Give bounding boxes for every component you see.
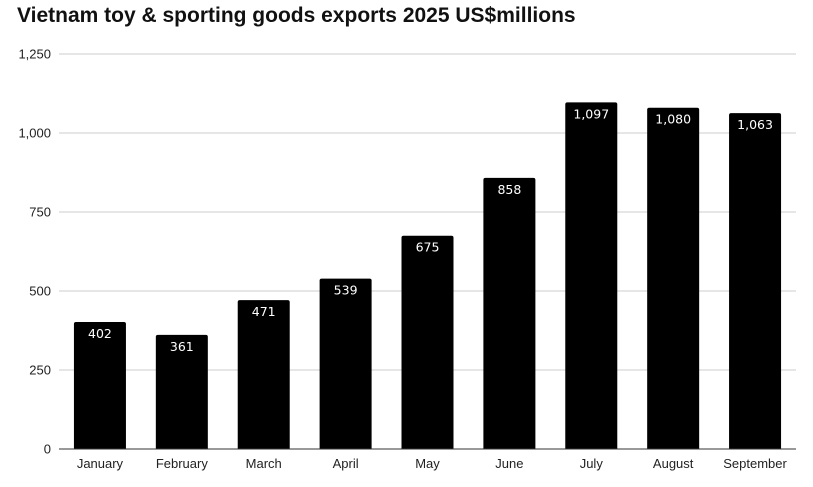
y-tick-label: 1,000	[18, 126, 51, 141]
bar	[483, 177, 536, 449]
data-label: 1,063	[737, 117, 773, 132]
data-label: 1,097	[573, 106, 609, 121]
y-tick-label: 500	[29, 284, 51, 299]
y-tick-label: 0	[44, 442, 51, 457]
data-label: 539	[334, 283, 358, 298]
x-category-label: August	[653, 456, 694, 471]
data-label: 675	[416, 240, 440, 255]
y-tick-label: 250	[29, 363, 51, 378]
bar	[729, 113, 782, 449]
y-tick-label: 1,250	[18, 47, 51, 62]
data-label: 471	[252, 304, 276, 319]
x-category-label: June	[495, 456, 523, 471]
x-axis-categories: January February March April May June July Augu…	[77, 456, 788, 471]
x-category-label: April	[333, 456, 359, 471]
x-category-label: May	[415, 456, 440, 471]
chart-title: Vietnam toy & sporting goods exports 202…	[17, 4, 576, 27]
data-labels: 402 361 471 539 675 858 1,097 1,080 1,063	[88, 106, 773, 354]
x-category-label: January	[77, 456, 124, 471]
bar	[401, 235, 454, 449]
y-tick-label: 750	[29, 205, 51, 220]
data-label: 402	[88, 326, 112, 341]
bars	[73, 102, 782, 450]
x-category-label: September	[723, 456, 787, 471]
data-label: 1,080	[655, 112, 691, 127]
bar	[73, 321, 126, 449]
bar	[647, 107, 700, 449]
data-label: 361	[170, 339, 194, 354]
bar	[155, 334, 208, 449]
bar	[237, 300, 290, 449]
bar	[319, 278, 372, 449]
y-axis-ticks: 0 250 500 750 1,000 1,250	[18, 47, 51, 457]
x-category-label: February	[156, 456, 209, 471]
x-category-label: March	[246, 456, 282, 471]
x-category-label: July	[580, 456, 604, 471]
bar	[565, 102, 618, 450]
data-label: 858	[497, 182, 521, 197]
